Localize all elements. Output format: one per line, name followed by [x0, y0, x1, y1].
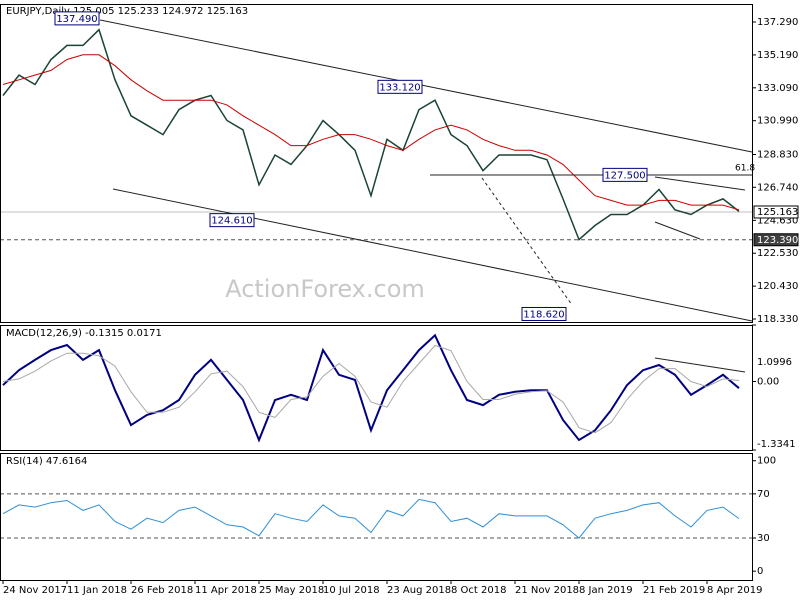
- annotation-label: 127.500: [604, 170, 645, 181]
- trend-line: [99, 19, 753, 153]
- level-box: [753, 233, 799, 247]
- annotation-label: 118.620: [523, 309, 564, 320]
- series-line: [2, 498, 740, 539]
- annotation-label: 124.610: [211, 216, 252, 227]
- x-tick-label: 10 Jul 2018: [323, 585, 380, 596]
- annotation-box: [377, 79, 423, 94]
- y-tick-label: 122.530: [757, 248, 798, 259]
- price-panel: [0, 4, 753, 323]
- x-tick-label: 11 Apr 2018: [195, 585, 257, 596]
- trend-line: [112, 188, 753, 322]
- y-tick-label: 128.830: [757, 150, 798, 161]
- level-label: 123.390: [757, 235, 798, 246]
- x-tick-label: 8 Oct 2018: [451, 585, 506, 596]
- y-tick-label: 124.630: [757, 215, 798, 226]
- y-tick-label: 135.190: [757, 50, 798, 61]
- macd-title: MACD(12,26,9) -0.1315 0.0171: [6, 328, 162, 339]
- level-label: 125.163: [757, 207, 798, 218]
- annotation-box: [54, 11, 100, 26]
- x-tick-label: 8 Jan 2019: [579, 585, 633, 596]
- watermark: ActionForex.com: [225, 275, 425, 303]
- rsi-title: RSI(14) 47.6164: [6, 456, 87, 467]
- y-tick-label: 126.740: [757, 182, 798, 193]
- annotation-box: [209, 213, 255, 228]
- x-tick-label: 21 Feb 2019: [643, 585, 705, 596]
- chart-title: EURJPY,Daily 125.005 125.233 124.972 125…: [6, 6, 248, 17]
- x-tick-label: 23 Aug 2018: [387, 585, 451, 596]
- y-tick-label: 70: [757, 489, 770, 500]
- x-tick-label: 11 Jan 2018: [67, 585, 127, 596]
- trend-line: [654, 176, 746, 191]
- level-box: [753, 205, 799, 219]
- fib-label: 61.8: [735, 164, 755, 174]
- y-tick-label: 130.990: [757, 116, 798, 127]
- y-tick-label: 1.0996: [757, 357, 792, 368]
- x-tick-label: 25 May 2018: [259, 585, 324, 596]
- y-tick-label: 100: [757, 456, 776, 467]
- trend-line: [481, 177, 573, 306]
- rsi-panel: [0, 453, 753, 581]
- x-tick-label: 21 Nov 2018: [515, 585, 579, 596]
- y-tick-label: -1.3341: [757, 439, 796, 450]
- series-line: [2, 28, 740, 241]
- trend-line: [654, 221, 701, 240]
- y-tick-label: 133.090: [757, 83, 798, 94]
- trend-line: [654, 357, 746, 373]
- series-line: [2, 344, 740, 434]
- y-tick-label: 118.330: [757, 314, 798, 325]
- x-tick-label: 8 Apr 2019: [707, 585, 762, 596]
- annotation-label: 137.490: [56, 14, 97, 25]
- macd-panel: [0, 325, 753, 451]
- x-tick-label: 26 Feb 2018: [131, 585, 193, 596]
- y-tick-label: 0.00: [757, 376, 779, 387]
- annotation-box: [602, 167, 648, 182]
- y-tick-label: 120.430: [757, 281, 798, 292]
- y-tick-label: 137.290: [757, 17, 798, 28]
- y-tick-label: 30: [757, 533, 770, 544]
- y-tick-label: 0: [757, 566, 763, 577]
- x-tick-label: 24 Nov 2017: [3, 585, 67, 596]
- series-line: [2, 54, 740, 211]
- plot-layer: [0, 28, 752, 539]
- annotation-box: [521, 306, 567, 321]
- annotation-label: 133.120: [379, 82, 420, 93]
- series-line: [2, 333, 740, 443]
